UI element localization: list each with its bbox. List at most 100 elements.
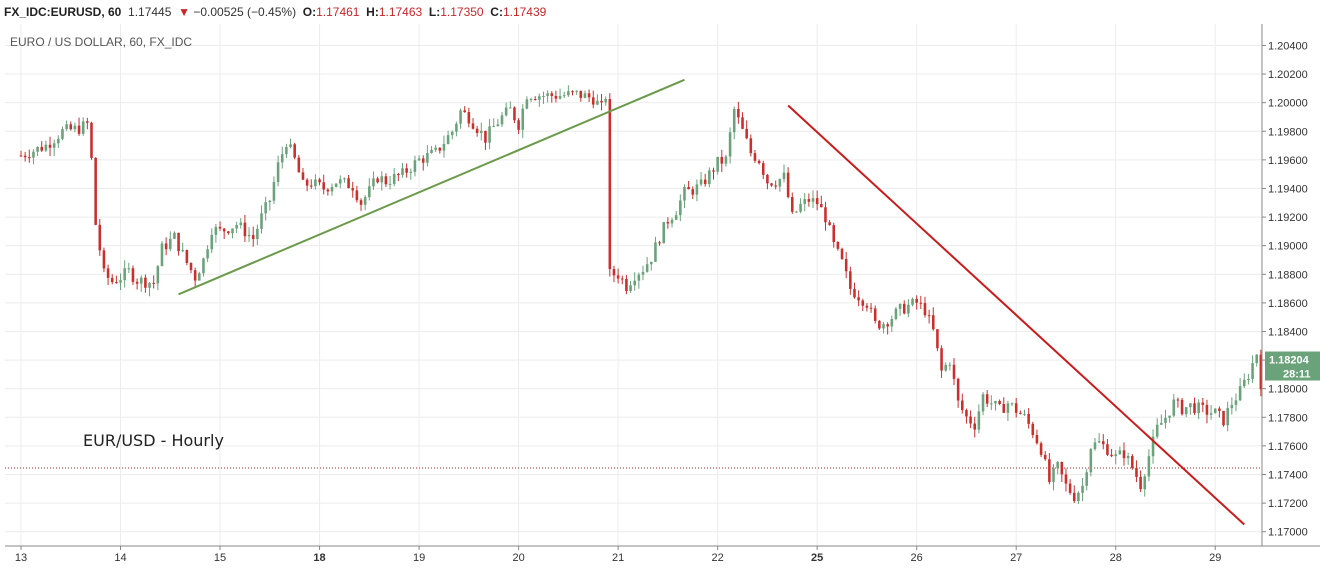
- time-tick-label: 13: [15, 552, 27, 564]
- price-tick-label: 1.19200: [1268, 212, 1308, 224]
- candle-body: [401, 168, 404, 175]
- candle-body: [857, 297, 860, 301]
- time-tick-label: 27: [1010, 552, 1022, 564]
- time-tick-label: 29: [1209, 552, 1221, 564]
- candle-body: [994, 401, 997, 404]
- candle-body: [608, 98, 612, 270]
- candle-body: [952, 364, 956, 379]
- candle-body: [873, 308, 877, 321]
- candle-body: [521, 108, 525, 130]
- candle-body: [1230, 404, 1234, 409]
- candle-body: [583, 93, 587, 98]
- candle-body: [650, 261, 653, 265]
- candle-body: [612, 269, 616, 276]
- candle-body: [641, 271, 645, 275]
- candle-body: [1043, 454, 1047, 460]
- price-tick-label: 1.18600: [1268, 298, 1308, 310]
- candle-body: [998, 401, 1001, 405]
- candle-body: [193, 270, 197, 281]
- time-tick-label: 20: [512, 552, 524, 564]
- candle-body: [293, 144, 296, 158]
- candle-body: [1093, 442, 1097, 450]
- symbol-label[interactable]: FX_IDC:EURUSD, 60: [4, 5, 122, 19]
- candle-body: [844, 258, 848, 272]
- price-tick-label: 1.20000: [1268, 98, 1308, 110]
- candle-body: [625, 278, 628, 291]
- candle-body: [596, 100, 599, 105]
- time-axis[interactable]: 13 14 15 18 19 20 21 22 25 26 27 28 29: [15, 546, 1221, 564]
- price-chart[interactable]: 1.20400 1.20200 1.20000 1.19800 1.19600 1.194…: [0, 24, 1320, 574]
- price-tick-label: 1.17400: [1268, 469, 1308, 481]
- candle-body: [1238, 386, 1242, 401]
- candle-body: [322, 182, 325, 190]
- candle-body: [347, 178, 350, 189]
- candle-body: [766, 174, 769, 184]
- price-tick-label: 1.17000: [1268, 527, 1308, 539]
- candle-body: [869, 307, 873, 309]
- candle-body: [36, 146, 39, 152]
- candle-body: [156, 266, 160, 284]
- price-axis[interactable]: 1.20400 1.20200 1.20000 1.19800 1.19600 1.194…: [1262, 40, 1308, 539]
- candle-body: [189, 262, 193, 271]
- candle-body: [579, 90, 583, 98]
- open-label: O:: [302, 5, 317, 19]
- candle-body: [23, 155, 27, 158]
- candle-body: [944, 364, 947, 371]
- candle-body: [724, 156, 728, 164]
- price-tick-label: 1.18400: [1268, 326, 1308, 338]
- time-tick-label: 19: [413, 552, 425, 564]
- candle-body: [434, 147, 437, 150]
- candle-body: [1193, 403, 1196, 414]
- candle-body: [616, 275, 620, 279]
- candle-body: [318, 179, 321, 183]
- uptrend-trendline: [178, 78, 685, 296]
- candle-body: [222, 228, 226, 232]
- candle-body: [571, 91, 574, 93]
- candle-body: [637, 274, 641, 281]
- candle-body: [1056, 461, 1059, 469]
- candle-body: [828, 222, 831, 226]
- candle-body: [940, 348, 943, 371]
- candle-body: [210, 234, 214, 250]
- candle-body: [1197, 402, 1200, 414]
- candle-body: [1222, 410, 1225, 426]
- candle-body: [19, 155, 23, 157]
- candle-body: [538, 96, 541, 100]
- candle-body: [1168, 415, 1171, 418]
- price-tick-label: 1.19000: [1268, 241, 1308, 253]
- candle-body: [334, 183, 338, 187]
- candle-body: [849, 271, 852, 289]
- candle-body: [430, 149, 433, 154]
- candle-body: [732, 109, 736, 133]
- candle-body: [504, 107, 508, 116]
- price-tick-label: 1.17200: [1268, 498, 1308, 510]
- candle-body: [1023, 413, 1026, 415]
- candle-body: [48, 144, 52, 148]
- candle-body: [488, 126, 491, 143]
- candle-body: [853, 288, 856, 298]
- candle-body: [1255, 354, 1258, 364]
- trendlines[interactable]: [178, 78, 1245, 526]
- candle-body: [168, 238, 172, 250]
- candle-body: [695, 184, 699, 195]
- candle-body: [1014, 403, 1018, 413]
- symbol-header: FX_IDC:EURUSD, 60 1.17445 ▼ −0.00525 (−0…: [0, 0, 1320, 24]
- candle-body: [509, 107, 512, 109]
- candle-body: [674, 215, 678, 220]
- candle-body: [1039, 443, 1043, 455]
- candle-body: [1164, 417, 1167, 423]
- candle-body: [890, 319, 894, 327]
- candle-body: [591, 97, 595, 105]
- candle-body: [633, 280, 636, 286]
- candle-body: [359, 200, 363, 205]
- candle-body: [836, 241, 840, 249]
- candle-body: [894, 308, 898, 320]
- candle-body: [915, 298, 918, 303]
- candle-body: [1027, 413, 1030, 424]
- down-arrow-icon: ▼: [178, 5, 190, 19]
- price-tick-label: 1.19600: [1268, 155, 1308, 167]
- candle-body: [301, 172, 305, 180]
- candle-body: [832, 225, 836, 242]
- candle-body: [782, 172, 786, 180]
- candle-body: [977, 411, 981, 430]
